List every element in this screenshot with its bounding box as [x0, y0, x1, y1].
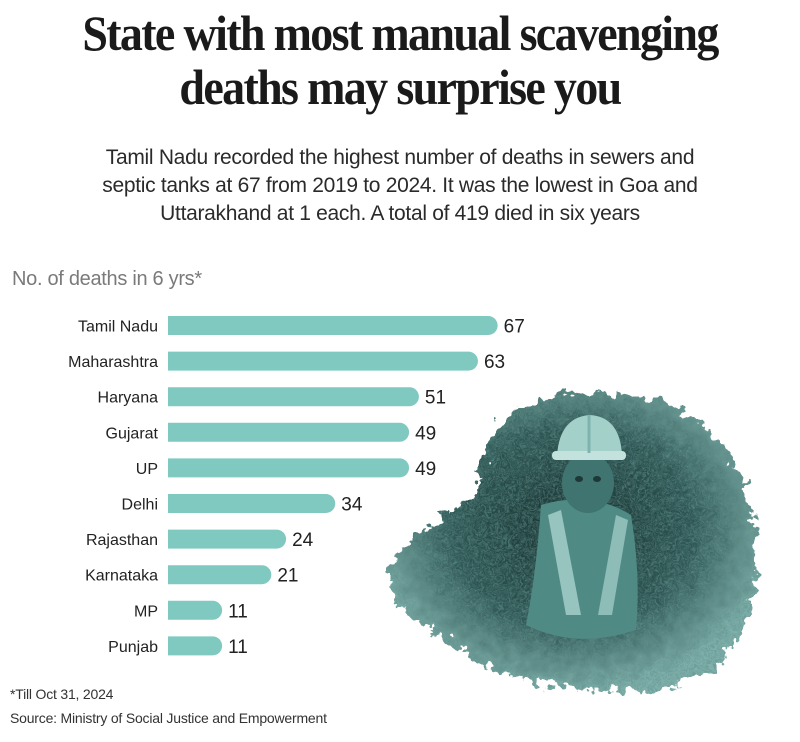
value-label: 49 [415, 423, 436, 444]
category-label: MP [134, 603, 158, 620]
bar [168, 529, 287, 549]
bar [168, 351, 478, 371]
headline: State with most manual scavenging deaths… [32, 6, 768, 114]
bar [168, 458, 410, 478]
value-label: 11 [228, 637, 248, 658]
bar [168, 387, 419, 407]
subhead-line-1: Tamil Nadu recorded the highest number o… [105, 146, 695, 169]
bar [168, 600, 223, 620]
bar [168, 494, 336, 513]
headline-line-1: State with most manual scavenging [82, 5, 719, 61]
value-label: 49 [415, 459, 436, 480]
value-label: 67 [504, 317, 525, 338]
subhead-line-2: septic tanks at 67 from 2019 to 2024. It… [102, 174, 698, 197]
category-label: Haryana [98, 390, 159, 407]
bar [168, 422, 410, 442]
bar [168, 565, 272, 585]
bar [168, 316, 498, 335]
headline-line-2: deaths may surprise you [179, 59, 622, 115]
axis-label: No. of deaths in 6 yrs* [12, 268, 202, 290]
category-label: Punjab [108, 639, 158, 656]
category-label: Tamil Nadu [78, 319, 158, 336]
scavenger-photo [388, 392, 757, 691]
subheadline: Tamil Nadu recorded the highest number o… [20, 144, 780, 228]
value-label: 21 [277, 566, 298, 587]
value-label: 63 [484, 352, 505, 373]
bar [168, 636, 223, 656]
value-label: 51 [425, 388, 446, 409]
value-label: 11 [228, 601, 248, 622]
source-note: Source: Ministry of Social Justice and E… [10, 710, 327, 726]
value-label: 24 [292, 530, 314, 551]
value-label: 34 [341, 495, 363, 516]
category-label: Delhi [122, 497, 158, 514]
category-label: Maharashtra [68, 354, 158, 371]
footnote: *Till Oct 31, 2024 [10, 686, 114, 702]
category-label: UP [136, 461, 158, 478]
category-label: Karnataka [85, 568, 158, 585]
category-label: Rajasthan [86, 532, 158, 549]
subhead-line-3: Uttarakhand at 1 each. A total of 419 di… [160, 202, 640, 225]
worker-figure [526, 415, 638, 639]
category-label: Gujarat [106, 425, 159, 442]
